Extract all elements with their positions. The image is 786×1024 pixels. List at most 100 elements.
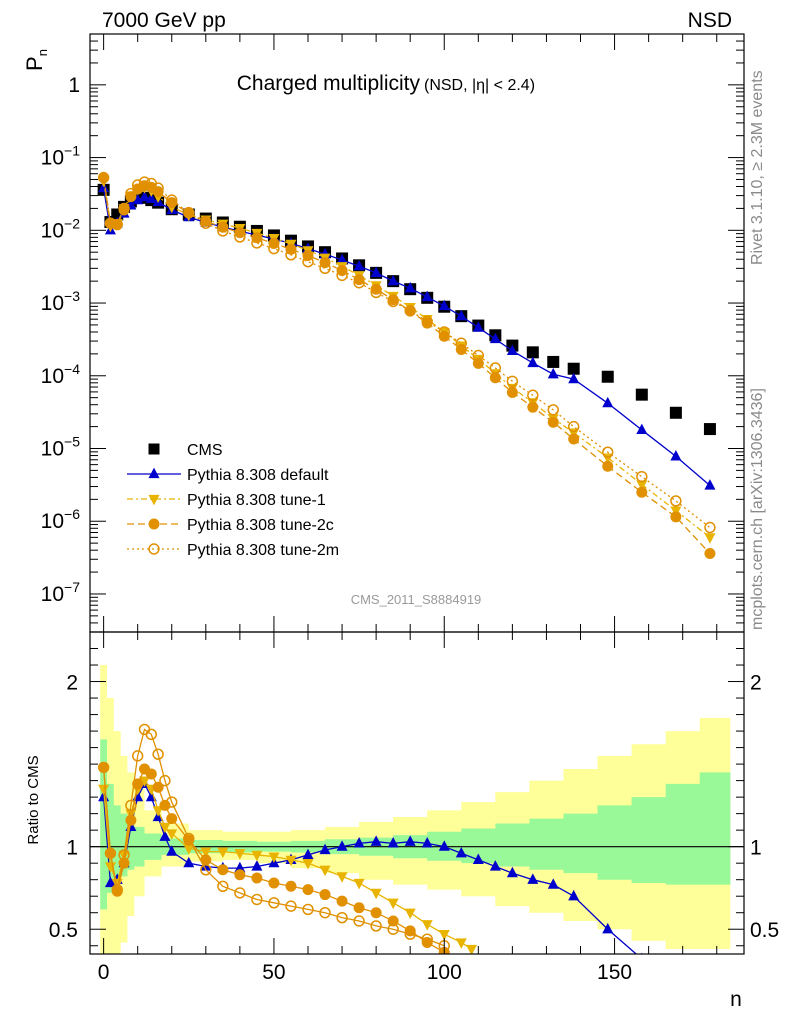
data-point <box>472 357 484 369</box>
data-point <box>704 479 716 490</box>
main-line-4 <box>102 177 711 529</box>
ratio-point <box>285 880 297 892</box>
ratio-point <box>506 866 518 878</box>
ratio-point <box>251 893 263 906</box>
legend-entry-0: CMS <box>148 442 223 459</box>
ratio-point <box>125 809 137 820</box>
legend-entry-2: Pythia 8.308 tune-1 <box>127 492 326 509</box>
ratio-point <box>217 864 229 876</box>
data-point <box>139 190 150 202</box>
ratio-point <box>166 796 178 808</box>
ratio-point <box>159 830 171 841</box>
ratio-point <box>104 876 116 888</box>
ratio-point <box>353 837 365 848</box>
ratio-point <box>285 900 297 912</box>
ratio-point <box>472 853 484 865</box>
data-point <box>636 470 648 483</box>
y-tick-label: 10−2 <box>41 215 81 242</box>
main-series-4 <box>97 171 716 534</box>
ratio-point <box>387 915 399 927</box>
x-tick-label: 150 <box>597 961 632 984</box>
ratio-point <box>234 849 246 860</box>
plot-subtitle: (NSD, |η| < 2.4) <box>424 77 535 94</box>
data-point <box>636 480 648 491</box>
ratio-point <box>404 908 416 920</box>
ratio-y-tick-label: 0.5 <box>49 919 78 942</box>
data-point <box>145 192 157 204</box>
data-point <box>97 171 110 184</box>
ratio-point <box>319 843 331 855</box>
ratio-y-tick-label-right: 2 <box>750 672 762 695</box>
legend-marker <box>148 518 160 530</box>
data-point <box>670 511 682 523</box>
mcplots-label: mcplots.cern.ch [arXiv:1306.3436] <box>749 388 766 630</box>
data-point <box>472 321 484 332</box>
data-point <box>336 253 348 265</box>
data-point <box>636 423 648 435</box>
main-y-axis-label: Pn <box>22 49 50 71</box>
data-point <box>547 355 560 368</box>
ratio-point <box>336 895 348 907</box>
data-point <box>547 416 559 428</box>
ratio-point <box>421 837 433 848</box>
ratio-point <box>166 829 178 840</box>
data-point <box>285 249 297 261</box>
ratio-point <box>125 799 137 812</box>
ratio-point <box>353 915 365 927</box>
ratio-point <box>421 933 433 945</box>
data-point <box>506 386 518 398</box>
data-point <box>132 193 144 205</box>
data-point <box>567 420 580 433</box>
data-point <box>568 433 580 445</box>
legend: CMS Pythia 8.308 default Pythia 8.308 tune… <box>127 442 339 559</box>
legend-entry-1: Pythia 8.308 default <box>127 467 329 484</box>
data-point <box>302 256 314 268</box>
ratio-point <box>183 856 195 868</box>
data-point <box>268 242 280 255</box>
ratio-point <box>370 835 382 846</box>
ratio-point <box>387 898 399 910</box>
data-point <box>421 315 433 328</box>
ratio-point <box>183 832 195 845</box>
process-label: NSD <box>688 9 732 32</box>
data-point <box>602 396 614 408</box>
ratio-point <box>166 813 178 825</box>
data-point <box>704 548 716 560</box>
data-point <box>152 186 164 198</box>
legend-entry-4: Pythia 8.308 tune-2m <box>127 542 339 559</box>
legend-entry-3: Pythia 8.308 tune-2c <box>127 517 334 534</box>
data-point <box>217 225 229 237</box>
plot-title: Charged multiplicity <box>237 72 421 95</box>
ratio-point <box>132 778 144 790</box>
data-point <box>489 332 501 344</box>
data-point <box>111 218 123 231</box>
ratio-frame <box>89 631 745 955</box>
ratio-point <box>421 920 433 931</box>
data-point <box>602 446 614 458</box>
data-point <box>404 305 416 317</box>
ratio-point <box>438 840 450 851</box>
ratio-point <box>251 860 263 871</box>
data-point <box>370 286 382 299</box>
ratio-y-axis-label: Ratio to CMS <box>25 755 42 844</box>
ratio-point <box>302 884 314 896</box>
axes-group: 0 50 100 150 1 10−1 10−2 10−3 10−4 10−5 10−6 10−7 0.… <box>41 33 779 984</box>
ratio-point <box>370 920 382 932</box>
ratio-point <box>466 944 477 954</box>
data-point <box>370 266 382 277</box>
data-point <box>506 375 519 387</box>
ratio-point <box>111 883 123 896</box>
ratio-point <box>455 846 467 858</box>
ratio-point <box>152 781 164 793</box>
x-axis-label: n <box>730 988 742 1011</box>
y-tick-label: 10−7 <box>41 579 81 606</box>
ratio-point <box>217 847 229 858</box>
data-point <box>319 257 331 269</box>
ratio-point <box>370 888 382 900</box>
main-series-group <box>97 171 716 560</box>
ratio-point <box>131 750 144 762</box>
ratio-point <box>145 768 157 780</box>
data-point <box>251 237 263 249</box>
ratio-line-3 <box>102 728 445 947</box>
